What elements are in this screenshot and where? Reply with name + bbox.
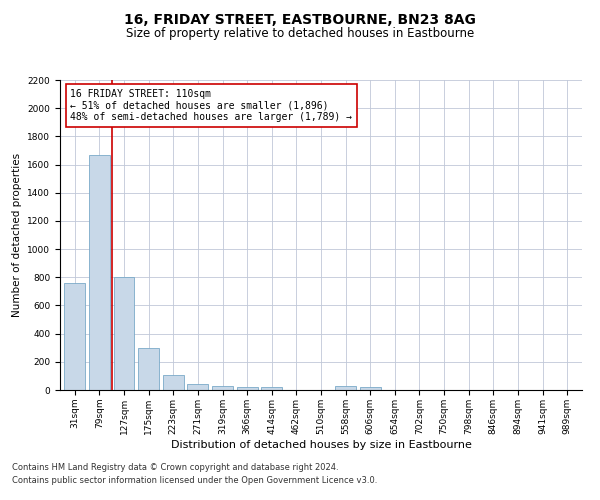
- Bar: [360, 387, 381, 390]
- Text: Size of property relative to detached houses in Eastbourne: Size of property relative to detached ho…: [126, 28, 474, 40]
- Text: 16 FRIDAY STREET: 110sqm
← 51% of detached houses are smaller (1,896)
48% of sem: 16 FRIDAY STREET: 110sqm ← 51% of detach…: [70, 90, 352, 122]
- Bar: [236, 387, 257, 390]
- Bar: [138, 348, 159, 390]
- Text: Contains HM Land Registry data © Crown copyright and database right 2024.: Contains HM Land Registry data © Crown c…: [12, 464, 338, 472]
- Text: 16, FRIDAY STREET, EASTBOURNE, BN23 8AG: 16, FRIDAY STREET, EASTBOURNE, BN23 8AG: [124, 12, 476, 26]
- Bar: [64, 283, 85, 390]
- Bar: [212, 386, 233, 390]
- Bar: [163, 374, 184, 390]
- Y-axis label: Number of detached properties: Number of detached properties: [12, 153, 22, 317]
- X-axis label: Distribution of detached houses by size in Eastbourne: Distribution of detached houses by size …: [170, 440, 472, 450]
- Text: Contains public sector information licensed under the Open Government Licence v3: Contains public sector information licen…: [12, 476, 377, 485]
- Bar: [261, 387, 282, 390]
- Bar: [113, 278, 134, 390]
- Bar: [335, 386, 356, 390]
- Bar: [89, 154, 110, 390]
- Bar: [187, 384, 208, 390]
